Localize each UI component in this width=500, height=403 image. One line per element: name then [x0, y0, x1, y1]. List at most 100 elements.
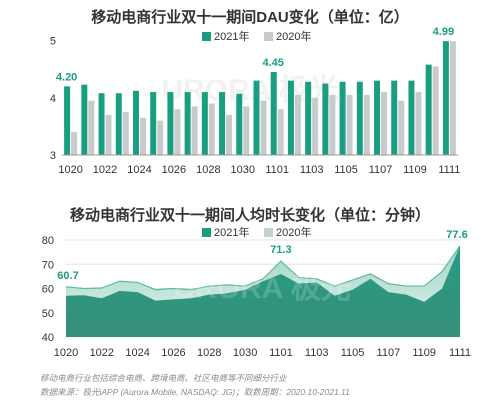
y-tick-label: 3 — [50, 150, 56, 162]
x-tick-label: 1024 — [125, 347, 149, 359]
bar-2020 — [346, 94, 353, 155]
bar-2020 — [260, 100, 267, 155]
bar-2020 — [432, 66, 439, 155]
bar-2020 — [363, 94, 370, 155]
bar-2021 — [150, 92, 157, 155]
bar-2020 — [277, 109, 284, 155]
legend-label-2: 2020年 — [276, 29, 311, 43]
bar-2021 — [270, 72, 277, 155]
data-label: 77.6 — [446, 229, 467, 241]
legend-label-1: 2021年 — [214, 29, 249, 43]
y-tick-label: 70 — [42, 259, 54, 271]
x-tick-label: 1022 — [93, 164, 117, 176]
bar-2021 — [81, 84, 88, 155]
bar-2020 — [449, 41, 456, 155]
watermark-text: URORA 极光 — [173, 272, 350, 305]
bar-2021 — [64, 86, 71, 155]
data-label: 4.45 — [263, 57, 284, 69]
y-tick-label: 80 — [42, 235, 54, 247]
bar-2020 — [174, 109, 181, 155]
x-tick-label: 1030 — [233, 347, 257, 359]
x-tick-label: 1020 — [58, 164, 82, 176]
x-tick-label: 1103 — [305, 347, 329, 359]
bar-2021 — [184, 92, 191, 155]
line-2021 — [65, 245, 461, 291]
bar-2021 — [132, 90, 139, 155]
y-tick-label: 5 — [50, 36, 56, 48]
x-tick-label: 1101 — [269, 347, 293, 359]
y-tick-label: 40 — [42, 332, 54, 344]
x-tick-label: 1030 — [231, 164, 255, 176]
area-2020 — [66, 245, 460, 337]
bar-2021 — [322, 83, 329, 155]
bar-2021 — [201, 92, 208, 155]
x-tick-label: 1111 — [438, 164, 460, 176]
legend-swatch-1 — [202, 32, 211, 41]
bar-2020 — [415, 92, 422, 155]
footnote-source: 数据来源：极光iAPP (Aurora Mobile, NASDAQ: JG)；… — [40, 387, 350, 397]
y-tick-label: 50 — [42, 308, 54, 320]
bar-2020 — [88, 100, 95, 155]
bar-2020 — [105, 114, 112, 155]
x-tick-label: 1024 — [127, 164, 151, 176]
bar-2020 — [157, 120, 164, 155]
bar-2021 — [425, 64, 432, 155]
x-tick-label: 1028 — [197, 347, 221, 359]
data-label: 60.7 — [57, 270, 78, 282]
bar-2021 — [408, 80, 415, 155]
bar-2020 — [329, 94, 336, 155]
data-label: 4.20 — [56, 71, 77, 83]
legend-swatch-2 — [264, 32, 273, 41]
bar-2021 — [442, 41, 449, 155]
x-tick-label: 1103 — [300, 164, 324, 176]
y-tick-label: 60 — [42, 284, 54, 296]
legend-label-2: 2020年 — [276, 225, 311, 239]
bar-2021 — [374, 80, 381, 155]
bar-2020 — [312, 97, 319, 155]
bar-2021 — [339, 81, 346, 155]
y-tick-label: 4 — [50, 93, 56, 105]
x-tick-label: 1022 — [90, 347, 114, 359]
legend-swatch-1 — [202, 228, 211, 237]
x-tick-label: 1107 — [369, 164, 393, 176]
bar-2021 — [356, 81, 363, 155]
x-tick-label: 1109 — [403, 164, 427, 176]
bar-2020 — [191, 106, 198, 155]
bar-2020 — [381, 92, 388, 155]
bar-2021 — [219, 92, 226, 155]
bar-2020 — [226, 114, 233, 155]
legend-label-1: 2021年 — [214, 225, 249, 239]
x-tick-label: 1111 — [449, 347, 471, 359]
x-tick-label: 1105 — [334, 164, 358, 176]
x-tick-label: 1026 — [161, 347, 185, 359]
dau-chart-title: 移动电商行业双十一期间DAU变化（单位：亿） — [91, 9, 409, 26]
bar-2020 — [294, 94, 301, 155]
bar-2020 — [208, 103, 215, 155]
bar-2020 — [139, 117, 146, 155]
x-tick-label: 1109 — [412, 347, 436, 359]
x-tick-label: 1026 — [162, 164, 186, 176]
x-tick-label: 1101 — [265, 164, 289, 176]
bar-2020 — [243, 106, 250, 155]
duration-chart-title: 移动电商行业双十一期间人均时长变化（单位：分钟） — [69, 207, 430, 224]
bar-2020 — [71, 132, 78, 155]
bar-2021 — [305, 81, 312, 155]
data-label: 4.99 — [433, 26, 454, 38]
legend-swatch-2 — [264, 228, 273, 237]
bar-2021 — [115, 93, 122, 155]
x-tick-label: 1107 — [377, 347, 401, 359]
bar-2020 — [398, 100, 405, 155]
bar-2020 — [122, 112, 129, 155]
bar-2021 — [167, 92, 174, 155]
x-tick-label: 1028 — [196, 164, 220, 176]
bar-2021 — [98, 93, 105, 155]
bar-2021 — [253, 80, 260, 155]
footnote-scope: 移动电商行业包括综合电商、跨境电商、社区电商等不同细分行业 — [40, 373, 287, 383]
x-tick-label: 1020 — [54, 347, 78, 359]
bar-2021 — [287, 80, 294, 155]
bar-2021 — [236, 93, 243, 155]
bar-2021 — [391, 80, 398, 155]
data-label: 71.3 — [270, 244, 291, 256]
x-tick-label: 1105 — [341, 347, 365, 359]
